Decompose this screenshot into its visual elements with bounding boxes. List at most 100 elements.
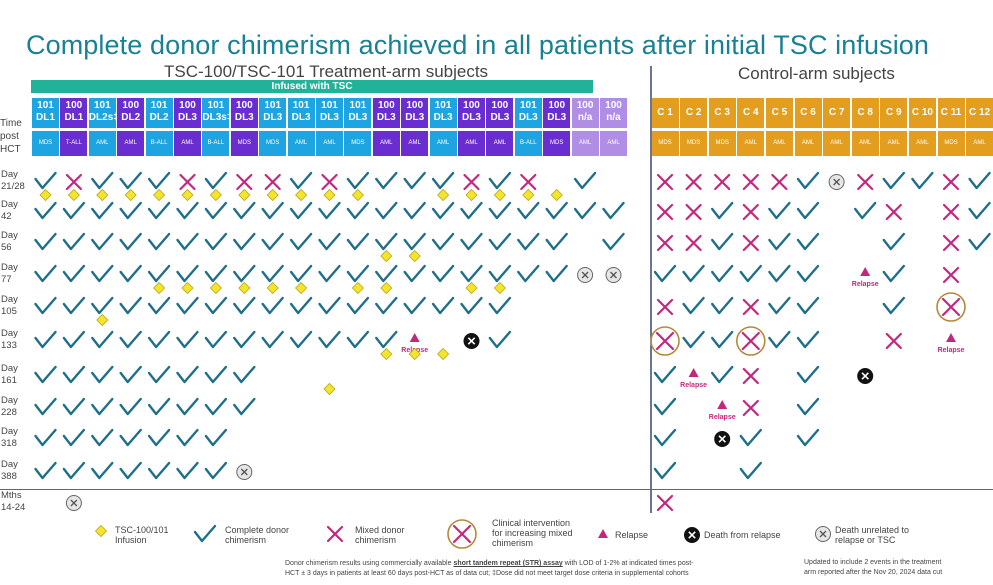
legend-label-line: for increasing mixed	[492, 528, 573, 538]
complete-chimerism-mark	[460, 201, 483, 220]
timepoint-label: Mths 14-24	[1, 490, 35, 514]
column-dose-level: DL1	[36, 112, 55, 123]
tsc-infusion-mark	[238, 188, 251, 202]
column-diagnosis: AML	[973, 140, 986, 146]
column-diagnosis: MDS	[550, 140, 564, 146]
tsc-infusion-mark	[209, 281, 222, 295]
column-diagnosis: B-ALL	[519, 140, 537, 146]
column-cohort: 100	[548, 100, 566, 111]
relapse-label: Relapse	[938, 347, 965, 354]
complete-chimerism-mark	[62, 397, 86, 416]
complete-chimerism-mark	[573, 171, 597, 190]
complete-chimerism-mark	[261, 330, 284, 349]
complete-chimerism-mark	[34, 264, 57, 283]
complete-chimerism-mark	[796, 232, 820, 251]
complete-chimerism-mark	[739, 428, 762, 447]
column-dose-level: n/a	[606, 112, 621, 123]
column-dose-level: DL3	[348, 112, 368, 123]
footnote-text: with LOD of 1-2% at indicated times post…	[562, 560, 694, 567]
control-column-header: C 12	[966, 98, 993, 128]
death-from-relapse-mark	[463, 333, 480, 349]
column-diagnosis: B-ALL	[150, 140, 168, 146]
timepoint-label-line: 77	[1, 274, 12, 285]
complete-chimerism-mark	[431, 201, 455, 220]
complete-chimerism-mark	[882, 264, 905, 283]
complete-chimerism-mark	[119, 330, 142, 349]
timepoint-label-line: 228	[1, 407, 17, 418]
complete-chimerism-mark	[682, 264, 705, 283]
control-subject-id: C 10	[911, 107, 933, 118]
complete-chimerism-mark	[119, 201, 142, 220]
treatment-column-dx: AML	[372, 131, 400, 156]
column-cohort: 101	[519, 100, 537, 111]
complete-chimerism-mark	[119, 365, 142, 384]
complete-chimerism-mark	[431, 296, 455, 315]
complete-chimerism-mark	[91, 330, 114, 349]
update-note: Updated to include 2 events in the treat…	[804, 558, 989, 578]
treatment-column-header: 100 DL3	[174, 98, 201, 128]
clinical-intervention-mark	[650, 326, 680, 356]
treatment-column-header: 100 n/a	[571, 98, 599, 128]
page-title: Complete donor chimerism achieved in all…	[26, 30, 930, 60]
timepoint-label: Day 42	[1, 199, 35, 223]
tsc-infusion-mark	[408, 347, 421, 361]
complete-chimerism-mark	[147, 428, 171, 447]
tsc-infusion-mark	[181, 188, 194, 202]
control-column-dx: AML	[794, 131, 822, 156]
complete-chimerism-mark	[318, 330, 341, 349]
control-column-header: C 10	[908, 98, 936, 128]
control-column-dx: MDS	[937, 131, 965, 156]
complete-chimerism-mark	[91, 461, 114, 480]
treatment-column-dx: B-ALL	[514, 131, 542, 156]
control-column-header: C 2	[680, 98, 708, 128]
column-cohort: 100	[377, 100, 395, 111]
complete-chimerism-mark	[796, 397, 820, 416]
complete-chimerism-mark	[233, 365, 256, 384]
tsc-infusion-mark	[493, 188, 506, 202]
complete-chimerism-mark	[204, 264, 228, 283]
control-column-header: C 11	[937, 98, 965, 128]
column-cohort: 100	[65, 100, 83, 111]
complete-chimerism-mark	[119, 461, 142, 480]
column-cohort: 101	[37, 100, 54, 111]
column-dose-level: DL3	[405, 112, 425, 123]
column-cohort: 101	[434, 100, 452, 111]
complete-chimerism-mark	[711, 264, 734, 283]
column-diagnosis: AML	[124, 140, 137, 146]
column-dose-level: DL3	[178, 112, 197, 123]
complete-chimerism-mark	[34, 365, 57, 384]
time-header-line: HCT	[0, 144, 21, 155]
column-diagnosis: MDS	[237, 140, 251, 146]
complete-chimerism-mark	[346, 171, 370, 190]
complete-chimerism-mark	[34, 201, 57, 220]
legend-item: Death from relapse	[704, 530, 781, 540]
relapse-mark: Relapse	[852, 267, 879, 288]
legend-item: Mixed donor chimerism	[355, 525, 405, 545]
complete-chimerism-mark	[119, 232, 142, 251]
control-subject-id: C 4	[743, 107, 759, 118]
timepoint-label-line: Day	[1, 459, 18, 470]
legend-label-line: Mixed donor	[355, 525, 405, 535]
mixed-chimerism-mark	[685, 203, 702, 221]
legend-label-line: Death from relapse	[704, 530, 781, 540]
complete-chimerism-mark	[261, 232, 284, 251]
complete-chimerism-mark	[62, 201, 86, 220]
complete-chimerism-mark	[176, 232, 199, 251]
treatment-column-header: 101 DL3	[259, 98, 287, 128]
complete-chimerism-mark	[119, 264, 142, 283]
complete-chimerism-mark	[768, 201, 791, 220]
tsc-infusion-mark	[323, 382, 336, 396]
column-diagnosis: AML	[181, 140, 194, 146]
column-dose-level: DL3	[462, 112, 481, 123]
complete-chimerism-mark	[711, 296, 734, 315]
treatment-column-dx: T-ALL	[60, 131, 88, 156]
mixed-chimerism-mark	[942, 203, 960, 221]
complete-chimerism-mark	[91, 296, 114, 315]
complete-chimerism-mark	[431, 264, 455, 283]
treatment-column-dx: MDS	[344, 131, 372, 156]
treatment-column-header: 100 n/a	[600, 98, 627, 128]
legend-diamond-icon	[94, 524, 108, 538]
column-cohort: 100	[406, 100, 424, 111]
complete-chimerism-mark	[796, 330, 820, 349]
